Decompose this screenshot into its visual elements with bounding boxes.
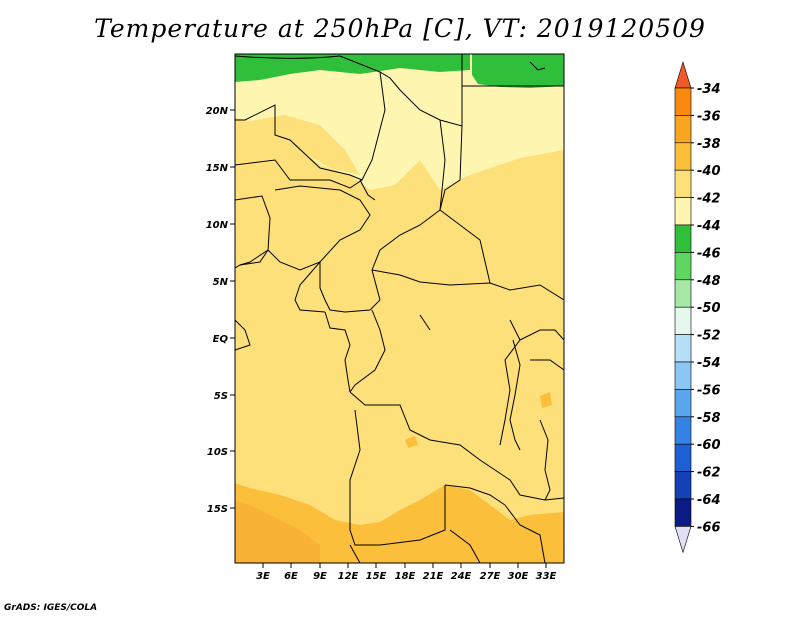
colorbar-swatch: [674, 197, 692, 226]
lat-label: 20N: [206, 106, 229, 117]
colorbar-swatch: [674, 279, 692, 308]
lon-tick-30e: 30E: [508, 563, 529, 582]
lon-label: 27E: [480, 571, 501, 582]
lon-tick-3e: 3E: [256, 563, 270, 582]
map-title: Temperature at 250hPa [C], VT: 201912050…: [94, 14, 706, 43]
lon-tick-15e: 15E: [366, 563, 387, 582]
lat-label: 15N: [206, 163, 229, 174]
lat-tick-eq: EQ: [213, 334, 235, 345]
colorbar-label: -52: [697, 329, 721, 344]
colorbar-arrow-bottom: [674, 526, 692, 554]
colorbar-label: -40: [697, 164, 721, 179]
lon-label: 30E: [508, 571, 529, 582]
colorbar-swatch: [674, 87, 692, 116]
colorbar-swatch: [674, 224, 692, 253]
colorbar-label: -48: [697, 274, 721, 289]
colorbar-swatch: [674, 334, 692, 363]
lon-tick-27e: 27E: [480, 563, 501, 582]
lon-tick-33e: 33E: [536, 563, 557, 582]
colorbar-swatch: [674, 389, 692, 418]
lat-label: 10S: [207, 447, 228, 458]
lon-label: 18E: [395, 571, 416, 582]
temperature-field: [235, 54, 564, 563]
lat-label: 5S: [214, 391, 228, 402]
lon-tick-6e: 6E: [284, 563, 298, 582]
colorbar-swatch: [674, 471, 692, 500]
lat-axis: 20N 15N 10N 5N EQ 5S 10S 15S: [206, 106, 235, 515]
colorbar-swatch: [674, 361, 692, 390]
lon-label: 24E: [451, 571, 472, 582]
lat-tick-5n: 5N: [213, 277, 235, 288]
contour-se-spots: [405, 436, 418, 448]
lat-tick-5s: 5S: [214, 391, 235, 402]
lon-label: 6E: [284, 571, 298, 582]
colorbar-label: -44: [697, 219, 721, 234]
lon-tick-9e: 9E: [313, 563, 327, 582]
lon-label: 3E: [256, 571, 270, 582]
colorbar-swatch: [674, 443, 692, 472]
colorbar-label: -58: [697, 411, 721, 426]
colorbar-label: -46: [697, 246, 721, 261]
lat-label: EQ: [213, 334, 229, 345]
colorbar-swatch: [674, 306, 692, 335]
colorbar-swatch: [674, 169, 692, 198]
colorbar-label: -56: [697, 383, 721, 398]
colorbar: -34 -36 -38 -40 -42 -44 -46 -48 -50 -52 -54 -56 -58 -…: [674, 60, 721, 554]
lon-label: 21E: [423, 571, 444, 582]
lon-tick-18e: 18E: [395, 563, 416, 582]
colorbar-label: -54: [697, 356, 721, 371]
lon-label: 15E: [366, 571, 387, 582]
lat-label: 10N: [206, 220, 229, 231]
colorbar-arrow-top: [674, 60, 692, 89]
contour-green-north: [235, 54, 470, 82]
colorbar-label: -42: [697, 192, 721, 207]
colorbar-swatch: [674, 252, 692, 281]
lat-label: 5N: [213, 277, 229, 288]
lon-label: 9E: [313, 571, 327, 582]
lat-tick-20n: 20N: [206, 106, 235, 117]
lon-label: 12E: [338, 571, 359, 582]
lon-label: 33E: [536, 571, 557, 582]
lat-label: 15S: [207, 504, 228, 515]
lon-axis: 3E 6E 9E 12E 15E 18E 21E 24E 27E 30E 33E: [256, 563, 557, 582]
colorbar-label: -34: [697, 82, 721, 97]
contour-south-inner: [235, 500, 320, 563]
contour-warm-patch-north: [245, 115, 360, 175]
colorbar-label: -66: [697, 520, 721, 535]
lon-tick-24e: 24E: [451, 563, 472, 582]
colorbar-swatch: [674, 115, 692, 144]
lat-tick-15n: 15N: [206, 163, 235, 174]
colorbar-label: -62: [697, 466, 721, 481]
contour-green-ne: [472, 54, 564, 88]
colorbar-label: -50: [697, 301, 721, 316]
lat-tick-10s: 10S: [207, 447, 235, 458]
map-frame: [234, 53, 565, 564]
lat-tick-15s: 15S: [207, 504, 235, 515]
lat-tick-10n: 10N: [206, 220, 235, 231]
colorbar-swatch: [674, 416, 692, 445]
colorbar-label: -36: [697, 109, 721, 124]
colorbar-label: -38: [697, 137, 721, 152]
contour-warm-patch-ne: [462, 92, 564, 170]
colorbar-label: -64: [697, 493, 721, 508]
colorbar-swatch: [674, 142, 692, 171]
lon-tick-12e: 12E: [338, 563, 359, 582]
lon-tick-21e: 21E: [423, 563, 444, 582]
country-borders: [235, 54, 564, 563]
colorbar-swatch: [674, 498, 692, 527]
colorbar-label: -60: [697, 438, 721, 453]
grads-credit: GrADS: IGES/COLA: [4, 603, 98, 613]
